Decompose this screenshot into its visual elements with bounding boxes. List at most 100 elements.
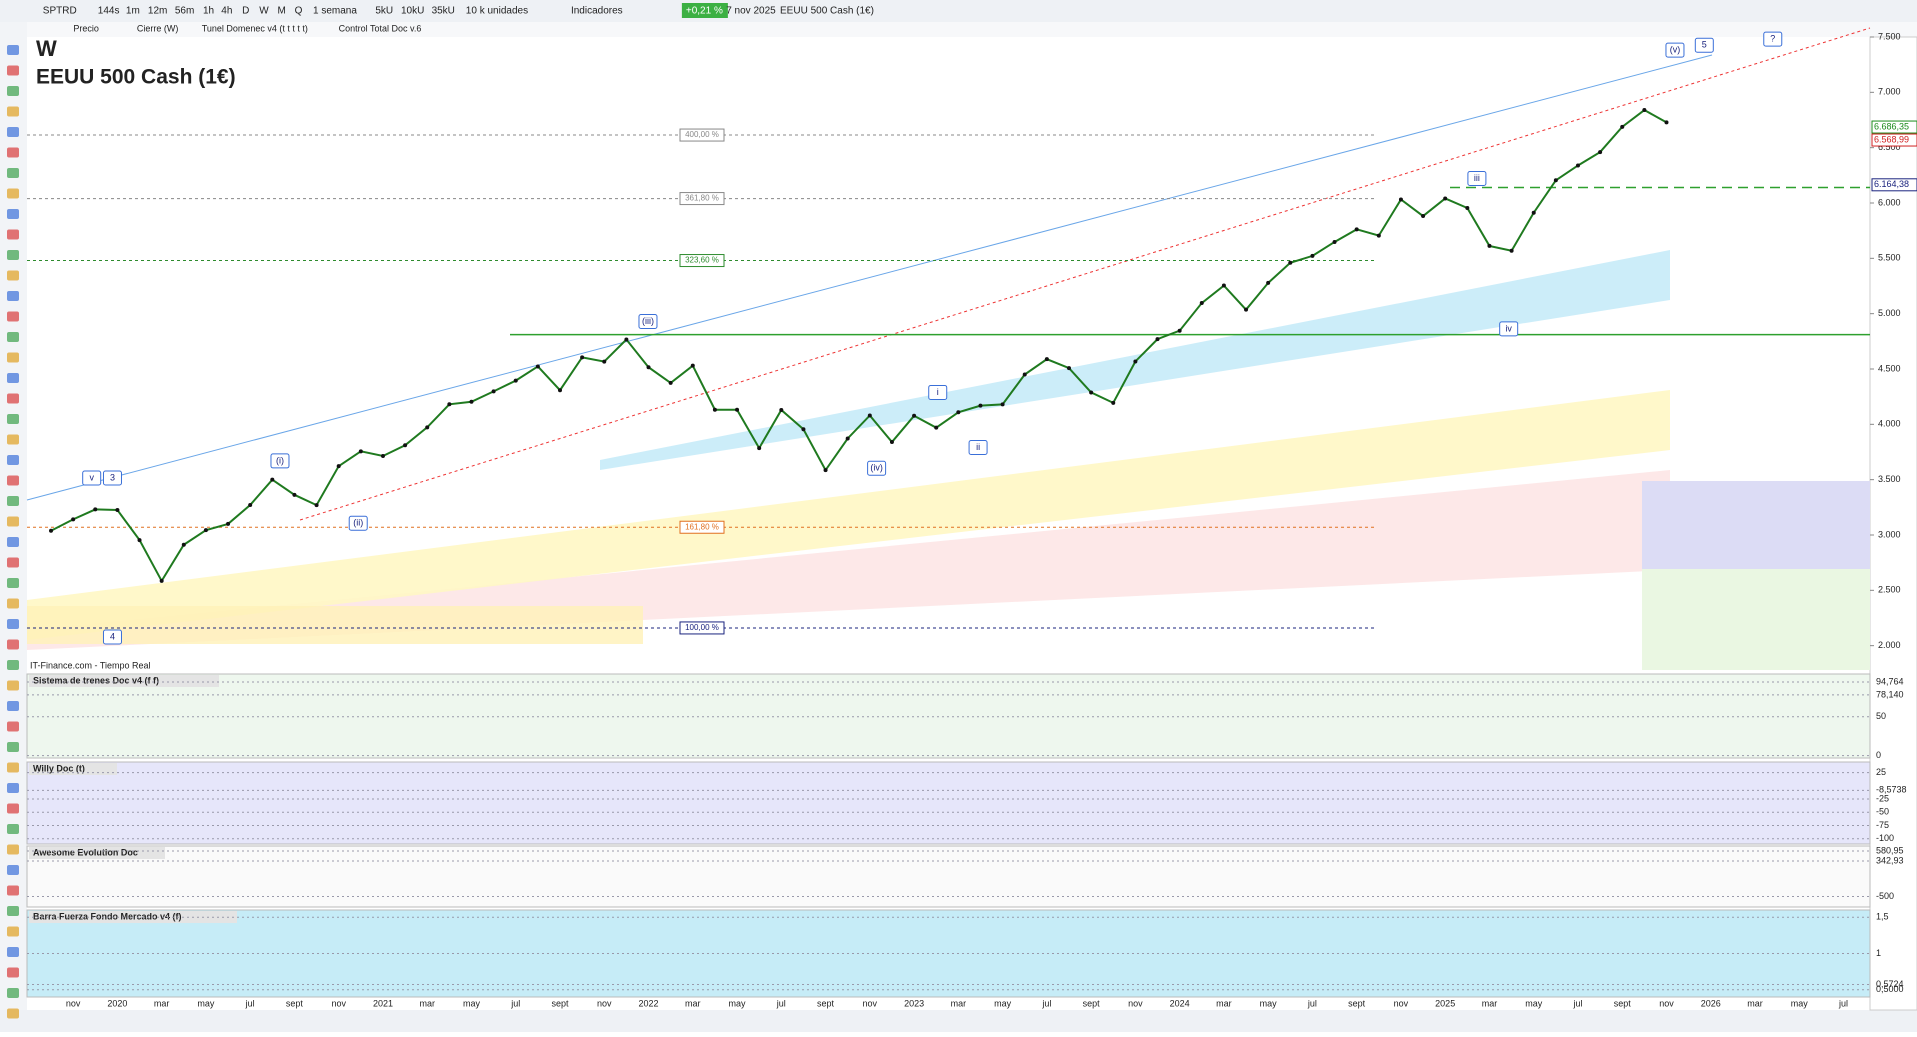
toolbar-item[interactable]: Q <box>295 6 303 17</box>
tool-icon[interactable] <box>7 680 19 691</box>
price-point <box>934 425 939 430</box>
toolbar-item[interactable]: +0,21 % <box>686 6 723 17</box>
toolbar-item[interactable]: 12m <box>148 6 167 17</box>
toolbar-item[interactable]: D <box>242 6 249 17</box>
price-point <box>181 542 186 547</box>
panel-bg <box>26 761 1871 845</box>
price-point <box>1044 357 1049 362</box>
tool-icon[interactable] <box>7 926 19 937</box>
wave-label: (i) <box>276 455 284 465</box>
toolbar-item[interactable]: 10kU <box>401 6 424 17</box>
toolbar-item[interactable]: W <box>259 6 269 17</box>
price-point <box>1443 196 1448 201</box>
toolbar-item[interactable]: 35kU <box>432 6 455 17</box>
toolbar-item[interactable]: 1h <box>203 6 214 17</box>
price-point <box>226 521 231 526</box>
toolbar-item[interactable]: 5kU <box>375 6 393 17</box>
tool-icon[interactable] <box>7 147 19 158</box>
toolbar-item[interactable]: 1 semana <box>313 6 357 17</box>
tool-icon[interactable] <box>7 393 19 404</box>
tool-icon[interactable] <box>7 639 19 650</box>
band-red <box>27 470 1670 650</box>
tool-icon[interactable] <box>7 557 19 568</box>
tool-icon[interactable] <box>7 455 19 465</box>
tool-icon[interactable] <box>7 250 19 260</box>
tool-icon[interactable] <box>7 967 19 978</box>
tool-icon[interactable] <box>7 762 19 773</box>
tool-icon[interactable] <box>7 824 19 834</box>
x-tick-label: 2021 <box>373 998 393 1008</box>
tool-icon[interactable] <box>7 906 19 916</box>
tool-icon[interactable] <box>7 885 19 896</box>
tool-icon[interactable] <box>7 209 19 219</box>
tool-icon[interactable] <box>7 783 19 793</box>
toolbar-item[interactable]: 4h <box>221 6 232 17</box>
toolbar-item[interactable]: Indicadores <box>571 6 623 17</box>
tool-icon[interactable] <box>7 721 19 732</box>
study-item[interactable]: Tunel Domenec v4 (t t t t t) <box>202 23 308 33</box>
tool-icon[interactable] <box>7 45 19 55</box>
tool-icon[interactable] <box>7 701 19 711</box>
tool-icon[interactable] <box>7 619 19 629</box>
tool-icon[interactable] <box>7 988 19 998</box>
price-point <box>159 578 164 583</box>
tool-icon[interactable] <box>7 537 19 547</box>
toolbar-item[interactable]: M <box>278 6 286 17</box>
y-tick-label: 6.500 <box>1878 142 1901 152</box>
tool-icon[interactable] <box>7 844 19 855</box>
price-point <box>1244 307 1249 312</box>
tool-icon[interactable] <box>7 86 19 96</box>
toolbar-item[interactable]: 7 nov 2025 <box>726 6 776 17</box>
tool-icon[interactable] <box>7 352 19 363</box>
study-item[interactable]: Control Total Doc v.6 <box>339 23 422 33</box>
panel-tick-label: 78,140 <box>1876 689 1904 699</box>
study-item[interactable]: Precio <box>73 23 99 33</box>
y-tick-label: 7.500 <box>1878 31 1901 41</box>
tool-icon[interactable] <box>7 660 19 670</box>
x-tick-label: jul <box>1838 998 1848 1008</box>
toolbar-item[interactable]: EEUU 500 Cash (1€) <box>780 6 874 17</box>
tool-icon[interactable] <box>7 516 19 527</box>
tool-icon[interactable] <box>7 434 19 445</box>
x-tick-label: jul <box>245 998 255 1008</box>
price-point <box>690 363 695 368</box>
tool-icon[interactable] <box>7 496 19 506</box>
tool-icon[interactable] <box>7 598 19 609</box>
source: IT-Finance.com - Tiempo Real <box>30 660 151 670</box>
tool-icon[interactable] <box>7 65 19 76</box>
toolbar-item[interactable]: 144s <box>98 6 120 17</box>
panel-title: Awesome Evolution Doc <box>33 847 138 857</box>
tool-icon[interactable] <box>7 270 19 281</box>
toolbar-item[interactable]: 10 k unidades <box>466 6 528 17</box>
toolbar-item[interactable]: 1m <box>126 6 140 17</box>
x-tick-label: jul <box>1572 998 1582 1008</box>
zone-yellow <box>27 606 643 644</box>
tool-icon[interactable] <box>7 168 19 178</box>
tool-icon[interactable] <box>7 188 19 199</box>
last-value-box <box>1871 178 1917 192</box>
tool-icon[interactable] <box>7 106 19 117</box>
tool-icon[interactable] <box>7 332 19 342</box>
tool-icon[interactable] <box>7 865 19 875</box>
price-point <box>1089 390 1094 395</box>
study-item[interactable]: Cierre (W) <box>137 23 179 33</box>
price-point <box>757 446 762 451</box>
tool-icon[interactable] <box>7 803 19 814</box>
panel-title: Willy Doc (t) <box>33 763 85 773</box>
tool-icon[interactable] <box>7 311 19 322</box>
toolbar-item[interactable]: 56m <box>175 6 194 17</box>
tool-icon[interactable] <box>7 414 19 424</box>
tool-icon[interactable] <box>7 373 19 383</box>
tool-icon[interactable] <box>7 475 19 486</box>
x-tick-label: 2024 <box>1170 998 1190 1008</box>
last-value-label: 6.568,99 <box>1874 134 1909 144</box>
tool-icon[interactable] <box>7 229 19 240</box>
price-point <box>336 464 341 469</box>
tool-icon[interactable] <box>7 1008 19 1019</box>
tool-icon[interactable] <box>7 127 19 137</box>
tool-icon[interactable] <box>7 947 19 957</box>
toolbar-item[interactable]: SPTRD <box>43 6 77 17</box>
tool-icon[interactable] <box>7 578 19 588</box>
tool-icon[interactable] <box>7 742 19 752</box>
tool-icon[interactable] <box>7 291 19 301</box>
